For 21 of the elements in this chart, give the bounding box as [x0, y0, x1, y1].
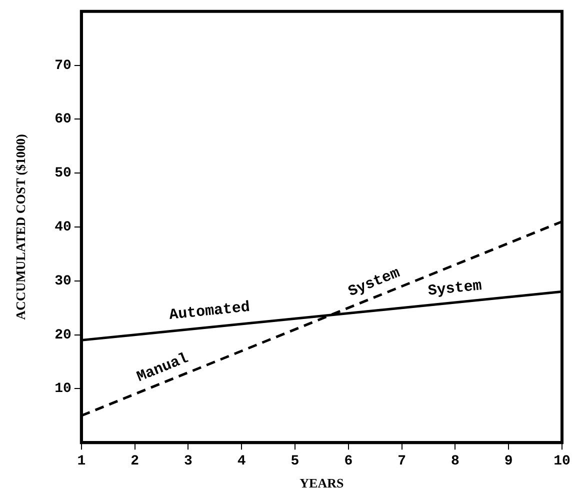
y-axis-title: ACCUMULATED COST ($1000) — [13, 134, 28, 320]
x-tick-label: 7 — [398, 454, 406, 470]
y-tick-label: 60 — [54, 112, 72, 128]
y-tick-label: 20 — [54, 327, 72, 344]
x-tick-label: 9 — [504, 454, 513, 470]
x-axis-title: YEARS — [300, 476, 344, 491]
x-tick-label: 2 — [130, 454, 140, 470]
x-tick-label: 6 — [344, 454, 353, 470]
x-tick-label: 4 — [237, 454, 246, 470]
annotation: System — [427, 278, 483, 300]
y-tick-label: 70 — [54, 58, 72, 74]
y-tick-label: 50 — [54, 166, 72, 182]
y-tick-label: 40 — [54, 220, 72, 236]
x-tick-label: 1 — [77, 454, 86, 470]
y-tick-label: 10 — [54, 381, 72, 398]
x-tick-label: 3 — [184, 454, 192, 470]
x-tick-label: 8 — [450, 454, 460, 470]
x-tick-label: 10 — [554, 454, 570, 470]
x-tick-label: 5 — [290, 454, 300, 470]
y-tick-label: 30 — [54, 273, 72, 290]
annotation: Automated — [168, 298, 251, 324]
